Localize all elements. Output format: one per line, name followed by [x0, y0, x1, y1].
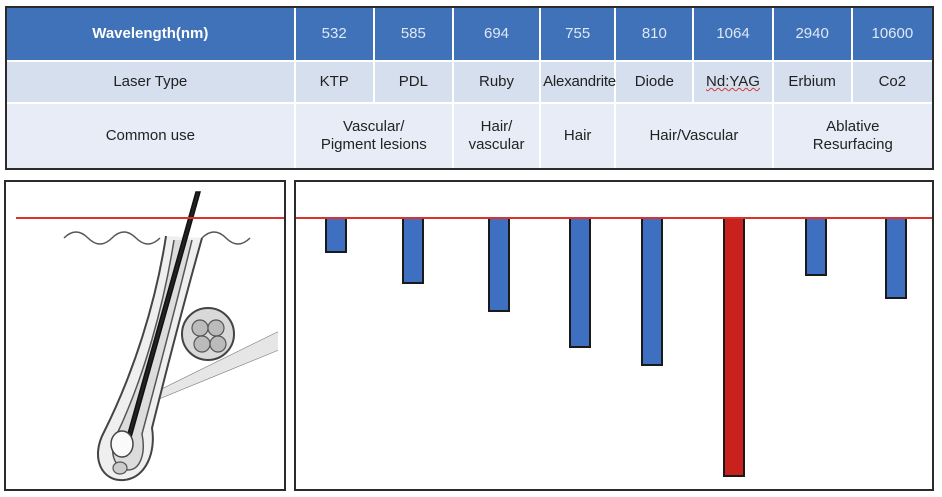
common-use-cell: Vascular/ Pigment lesions [295, 104, 454, 168]
common-use-row: Common use Vascular/ Pigment lesions Hai… [7, 104, 932, 168]
depth-bar-pdl [402, 217, 424, 284]
laser-type-cell: Erbium [773, 62, 853, 104]
laser-type-cell: Co2 [852, 62, 932, 104]
dermal-papilla [112, 461, 128, 475]
wavelength-row: Wavelength(nm) 532 585 694 755 810 1064 … [7, 8, 932, 62]
laser-type-cell: Ruby [453, 62, 542, 104]
laser-type-cell: Nd:YAG [694, 62, 774, 104]
common-use-header: Common use [7, 104, 296, 168]
skin-surface-wave [63, 231, 161, 245]
wavelength-cell: 10600 [852, 8, 932, 62]
gland-cell [193, 335, 211, 353]
wavelength-cell: 2940 [773, 8, 853, 62]
wavelength-cell: 810 [616, 8, 695, 62]
hair-bulb [110, 430, 134, 458]
gland-cell [207, 319, 225, 337]
gland-cell [191, 319, 209, 337]
wavelength-cell: 694 [453, 8, 542, 62]
laser-type-cell: PDL [374, 62, 454, 104]
common-use-cell: Ablative Resurfacing [773, 104, 932, 168]
laser-type-cell: KTP [295, 62, 375, 104]
wavelength-cell: 1064 [694, 8, 774, 62]
gland-cell [209, 335, 227, 353]
laser-type-header: Laser Type [7, 62, 296, 104]
common-use-cell: Hair/Vascular [616, 104, 774, 168]
depth-bar-diode [641, 217, 663, 366]
laser-type-cell: Diode [616, 62, 695, 104]
dermis-band [146, 332, 278, 404]
wavelength-cell: 585 [374, 8, 454, 62]
depth-bar-alexandrite [569, 217, 591, 348]
penetration-depth-chart [294, 180, 934, 491]
depth-bar-ktp [325, 217, 347, 253]
depth-bar-erbium [805, 217, 827, 276]
depth-bar-nd-yag [723, 217, 745, 477]
depth-chart-svg [296, 217, 932, 477]
hair-follicle-panel [4, 180, 286, 491]
laser-type-text: Nd:YAG [706, 73, 760, 90]
laser-type-cell: Alexandrite [541, 62, 617, 104]
depth-bar-co2 [885, 217, 907, 299]
wavelength-cell: 755 [541, 8, 617, 62]
common-use-cell: Hair [541, 104, 617, 168]
laser-type-row: Laser Type KTP PDL Ruby Alexandrite Diod… [7, 62, 932, 104]
depth-bar-ruby [488, 217, 510, 312]
common-use-cell: Hair/ vascular [453, 104, 542, 168]
sebaceous-gland [181, 307, 235, 361]
wavelength-header: Wavelength(nm) [7, 8, 296, 62]
skin-surface-wave [201, 231, 251, 245]
laser-table: Wavelength(nm) 532 585 694 755 810 1064 … [5, 6, 934, 170]
hair-follicle-illustration [16, 191, 284, 482]
wavelength-cell: 532 [295, 8, 375, 62]
